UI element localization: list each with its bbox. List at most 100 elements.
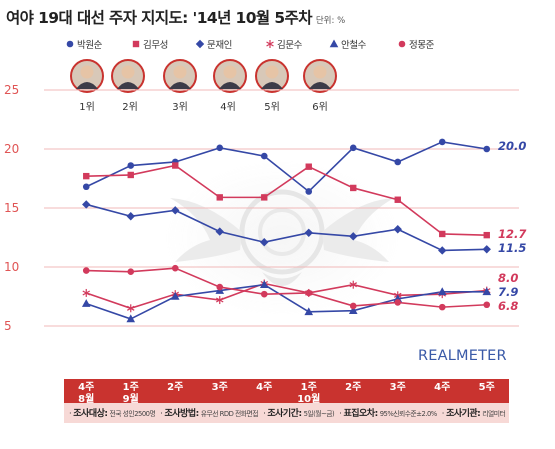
survey-label-2: 조사기간:	[267, 409, 302, 419]
rank-label-4: 5위	[264, 100, 280, 113]
legend-item-2: 문재인	[195, 39, 232, 51]
legend-label-2: 문재인	[207, 40, 232, 51]
legend-label-0: 박원순	[77, 40, 103, 51]
series-markers	[81, 138, 492, 323]
point-0-1	[127, 162, 135, 169]
grid	[44, 89, 519, 327]
point-3-3	[215, 296, 224, 305]
point-0-5	[305, 188, 313, 195]
survey-value-0: 전국 성인2500명	[109, 410, 156, 418]
survey-item-3: · 표집오차: 95%신뢰수준±2.0%	[339, 408, 438, 419]
survey-label-1: 조사방법:	[164, 409, 200, 419]
avatar-0	[70, 59, 104, 93]
survey-value-3: 95%신뢰수준±2.0%	[379, 410, 438, 418]
bullet-icon: ·	[339, 408, 344, 418]
point-5-9	[483, 301, 491, 309]
point-1-7	[394, 196, 401, 203]
point-2-0	[82, 200, 91, 209]
point-0-4	[260, 152, 268, 160]
point-1-3	[216, 194, 223, 201]
x-tick-week-2: 2주	[167, 381, 183, 393]
legend-marker-5	[398, 40, 406, 48]
avatar-1	[111, 59, 145, 93]
series-line-5	[86, 267, 487, 308]
point-5-1	[127, 268, 135, 276]
point-5-2	[171, 264, 179, 272]
legend-label-3: 김문수	[277, 39, 303, 51]
survey-label-4: 조사기관:	[446, 409, 481, 419]
x-tick-week-6: 2주	[345, 381, 361, 393]
end-label-5: 6.8	[498, 299, 518, 313]
point-2-2	[171, 206, 180, 215]
point-1-1	[127, 171, 134, 179]
y-tick-label: 25	[4, 83, 19, 97]
legend-item-5: 정몽준	[398, 40, 435, 51]
point-3-6	[349, 280, 358, 289]
series-line-0	[85, 141, 487, 193]
point-4-2	[170, 292, 180, 300]
y-axis: 5 10 15 20 25	[4, 83, 19, 333]
legend-label-1: 김무성	[143, 39, 168, 51]
legend-marker-2	[195, 39, 205, 49]
point-4-9	[482, 287, 492, 296]
x-tick-month-5: 10월	[297, 393, 320, 405]
point-1-2	[172, 162, 179, 169]
survey-value-4: 리얼미터	[482, 410, 506, 418]
survey-item-0: · 조사대상: 전국 성인2500명	[69, 408, 156, 419]
legend-item-4: 안철수	[329, 39, 367, 51]
y-tick-label: 10	[4, 260, 19, 274]
x-tick-month-1: 9월	[123, 393, 139, 405]
legend-item-1: 김무성	[132, 39, 168, 51]
avatar-4	[255, 59, 289, 93]
point-0-7	[394, 158, 402, 166]
rank-label-5: 6위	[312, 100, 328, 113]
chart-title-text: 여야 19대 대선 주자 지지도: '14년 10월 5주차	[6, 9, 312, 27]
x-tick-week-4: 4주	[256, 381, 272, 393]
end-label-3: 8.0	[498, 271, 518, 285]
x-tick-week-1: 1주	[123, 381, 139, 393]
avatar-2	[163, 59, 197, 93]
series-line-1	[86, 164, 487, 236]
point-4-1	[126, 314, 136, 323]
point-2-9	[482, 245, 491, 254]
end-label-1: 12.7	[498, 227, 526, 241]
rank-label-3: 4위	[220, 100, 236, 113]
point-2-3	[215, 227, 224, 236]
x-tick-week-7: 3주	[390, 381, 406, 393]
x-tick-week-9: 5주	[479, 381, 495, 393]
legend-item-0: 박원순	[66, 40, 103, 51]
point-1-8	[439, 230, 446, 238]
point-2-7	[393, 225, 402, 234]
point-5-7	[394, 299, 402, 306]
survey-item-1: · 조사방법: 유무선 RDD 전화면접	[160, 408, 258, 419]
point-2-1	[126, 212, 135, 221]
end-label-0: 20.0	[498, 139, 526, 153]
avatar-3	[213, 59, 247, 93]
point-1-6	[350, 184, 357, 192]
legend-label-4: 안철수	[341, 40, 367, 51]
series-line-2	[86, 203, 487, 252]
legend-marker-4	[329, 39, 339, 48]
x-tick-week-8: 4주	[434, 381, 450, 393]
rank-labels: 1위 2위 3위 4위 5위 6위	[79, 100, 328, 113]
y-tick-label: 5	[4, 319, 12, 333]
point-0-0	[82, 183, 90, 191]
y-tick-label: 15	[4, 201, 19, 215]
avatar-5	[303, 59, 337, 93]
point-1-5	[305, 163, 312, 170]
bullet-icon: ·	[69, 408, 74, 418]
point-0-6	[349, 144, 357, 152]
point-4-8	[437, 287, 447, 296]
point-0-3	[216, 144, 224, 152]
x-tick-week-0: 4주	[78, 381, 94, 393]
end-label-4: 7.9	[498, 285, 518, 299]
point-5-0	[82, 267, 90, 274]
legend-marker-3	[266, 40, 274, 48]
survey-label-3: 표집오차:	[343, 409, 378, 419]
point-5-3	[216, 283, 224, 291]
legend: 박원순 김무성 문재인 김문수 안철수 정몽준	[66, 39, 435, 51]
chart-title: 여야 19대 대선 주자 지지도: '14년 10월 5주차 단위: %	[6, 6, 546, 32]
series-line-4	[85, 283, 487, 320]
